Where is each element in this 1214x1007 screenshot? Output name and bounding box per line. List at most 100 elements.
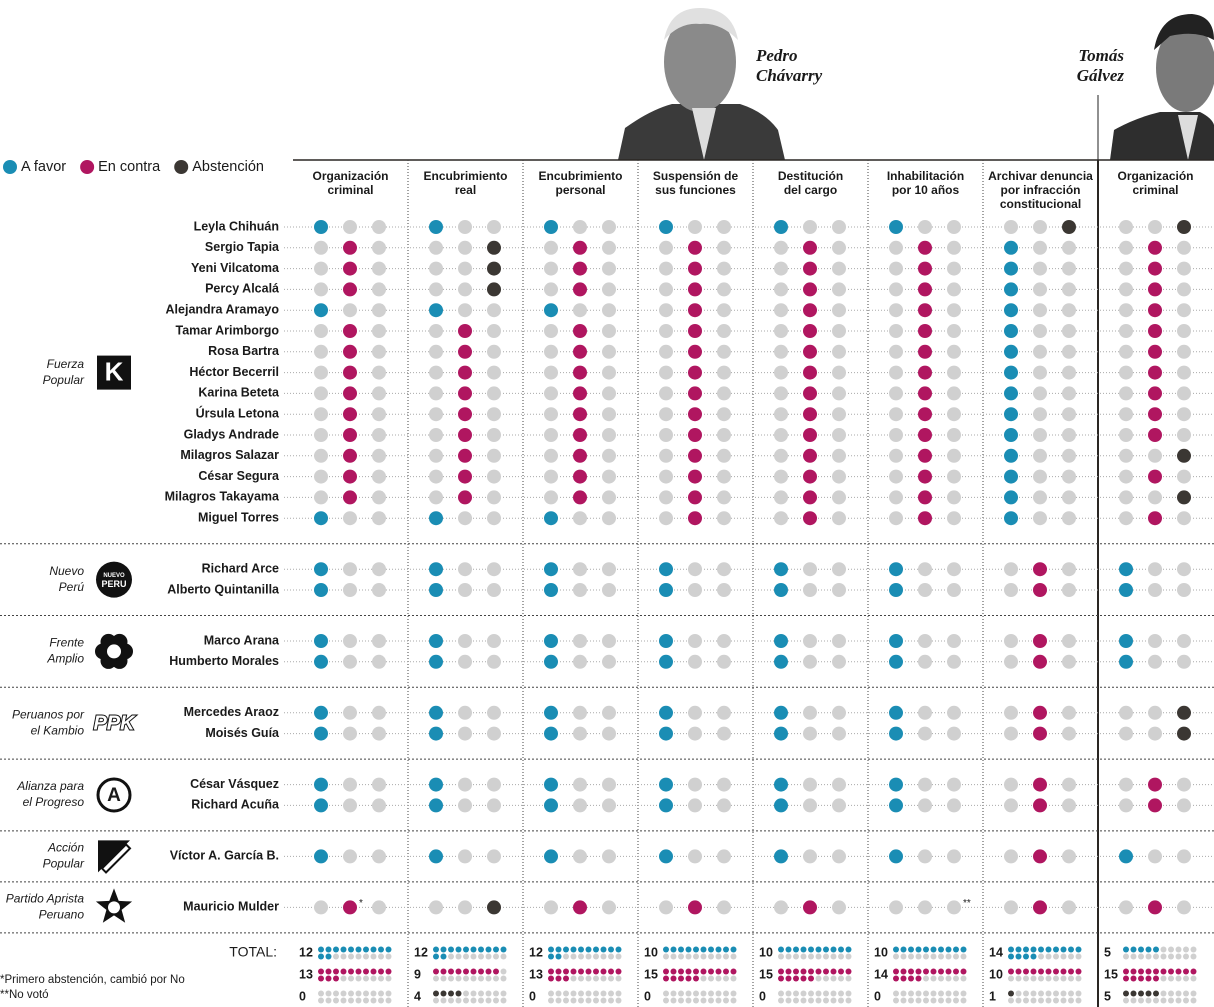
empty-dot bbox=[1062, 428, 1076, 442]
empty-dot bbox=[717, 303, 731, 318]
vote-dot bbox=[458, 490, 472, 505]
empty-total-dot bbox=[1068, 953, 1074, 960]
empty-dot bbox=[487, 324, 501, 338]
vote-dot bbox=[1004, 282, 1018, 297]
total-dot bbox=[1015, 953, 1022, 960]
empty-total-dot bbox=[363, 990, 369, 997]
empty-total-dot bbox=[1123, 997, 1129, 1004]
empty-total-dot bbox=[700, 975, 707, 982]
vote-dot bbox=[803, 386, 817, 401]
empty-dot bbox=[429, 900, 443, 915]
empty-dot bbox=[832, 282, 846, 297]
vote-dot bbox=[573, 448, 587, 463]
vote-dot bbox=[889, 220, 903, 234]
empty-total-dot bbox=[823, 997, 829, 1004]
empty-dot bbox=[1119, 240, 1133, 255]
vote-dot bbox=[429, 511, 443, 526]
empty-total-dot bbox=[815, 975, 822, 982]
party-logo-text: PERU bbox=[101, 579, 126, 589]
empty-dot bbox=[918, 900, 932, 915]
empty-dot bbox=[774, 261, 788, 276]
empty-dot bbox=[889, 448, 903, 463]
empty-dot bbox=[918, 798, 932, 813]
total-dot bbox=[1145, 946, 1152, 953]
total-dot bbox=[570, 968, 577, 975]
empty-dot bbox=[947, 490, 961, 505]
total-dot bbox=[1160, 968, 1167, 975]
vote-dot bbox=[573, 386, 587, 401]
empty-total-dot bbox=[1038, 990, 1044, 997]
member-name: Richard Arce bbox=[202, 561, 279, 575]
empty-dot bbox=[573, 849, 587, 864]
total-dot bbox=[960, 968, 967, 975]
total-dot bbox=[378, 968, 384, 975]
total-dot bbox=[1123, 968, 1129, 975]
total-dot bbox=[1130, 946, 1137, 953]
vote-dot bbox=[688, 448, 702, 463]
empty-dot bbox=[1148, 562, 1162, 577]
empty-dot bbox=[1148, 726, 1162, 741]
vote-dot bbox=[1004, 511, 1018, 526]
total-dot bbox=[433, 990, 439, 997]
empty-dot bbox=[372, 324, 386, 338]
empty-dot bbox=[1004, 777, 1018, 792]
empty-total-dot bbox=[1038, 997, 1044, 1004]
total-dot bbox=[845, 946, 852, 953]
empty-total-dot bbox=[1023, 990, 1029, 997]
vote-dot bbox=[803, 428, 817, 442]
total-value: 15 bbox=[1104, 967, 1118, 981]
empty-dot bbox=[372, 469, 386, 484]
empty-total-dot bbox=[348, 975, 354, 982]
empty-dot bbox=[1004, 705, 1018, 720]
empty-dot bbox=[314, 386, 328, 401]
total-dot bbox=[440, 953, 447, 960]
empty-total-dot bbox=[785, 997, 792, 1004]
empty-dot bbox=[602, 777, 616, 792]
empty-dot bbox=[659, 407, 673, 422]
empty-total-dot bbox=[663, 953, 669, 960]
total-dot bbox=[1030, 968, 1037, 975]
empty-total-dot bbox=[478, 953, 484, 960]
empty-dot bbox=[1148, 705, 1162, 720]
empty-total-dot bbox=[378, 997, 384, 1004]
empty-dot bbox=[688, 726, 702, 741]
empty-total-dot bbox=[663, 997, 669, 1004]
total-dot bbox=[823, 946, 829, 953]
empty-total-dot bbox=[493, 997, 499, 1004]
total-dot bbox=[715, 968, 722, 975]
empty-total-dot bbox=[608, 990, 614, 997]
empty-dot bbox=[889, 490, 903, 505]
vote-dot bbox=[1148, 798, 1162, 813]
empty-total-dot bbox=[340, 953, 347, 960]
vote-dot bbox=[1033, 777, 1047, 792]
total-dot bbox=[463, 946, 469, 953]
vote-dot bbox=[544, 705, 558, 720]
official-name: Gálvez bbox=[1077, 66, 1125, 85]
total-dot bbox=[723, 968, 729, 975]
empty-total-dot bbox=[1060, 953, 1067, 960]
total-dot bbox=[700, 968, 707, 975]
total-dot bbox=[370, 946, 377, 953]
empty-dot bbox=[1177, 511, 1191, 526]
empty-dot bbox=[803, 562, 817, 577]
total-dot bbox=[678, 946, 684, 953]
member-name: César Vásquez bbox=[190, 777, 279, 791]
total-dot bbox=[908, 975, 914, 982]
empty-dot bbox=[372, 365, 386, 380]
vote-dot bbox=[1177, 705, 1191, 720]
total-dot bbox=[785, 975, 792, 982]
empty-dot bbox=[372, 798, 386, 813]
vote-dot bbox=[1148, 282, 1162, 297]
empty-total-dot bbox=[778, 990, 784, 997]
empty-total-dot bbox=[348, 990, 354, 997]
total-dot bbox=[800, 975, 807, 982]
empty-dot bbox=[1033, 448, 1047, 463]
empty-dot bbox=[947, 583, 961, 597]
vote-dot bbox=[688, 428, 702, 442]
empty-dot bbox=[1119, 324, 1133, 338]
member-name: Alberto Quintanilla bbox=[167, 582, 280, 596]
empty-dot bbox=[602, 240, 616, 255]
vote-dot bbox=[803, 324, 817, 338]
empty-total-dot bbox=[960, 997, 967, 1004]
total-dot bbox=[1060, 968, 1067, 975]
